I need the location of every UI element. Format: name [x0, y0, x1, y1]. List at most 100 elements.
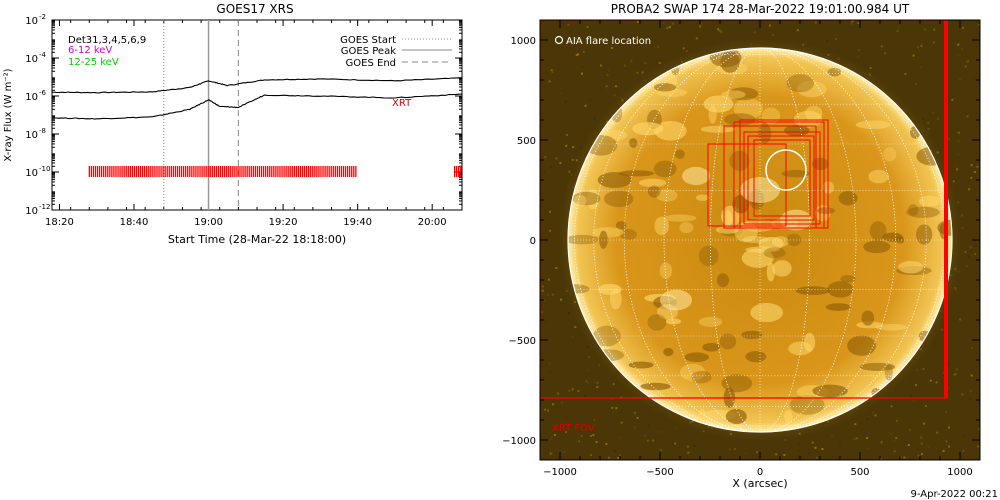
- noise-dot: [549, 166, 552, 169]
- noise-dot: [560, 401, 563, 404]
- noise-dot: [915, 384, 918, 387]
- legend-low-energy: 6-12 keV: [68, 45, 112, 56]
- texture-blob: [568, 284, 590, 294]
- xrt-marker: [111, 166, 113, 177]
- noise-dot: [578, 440, 581, 443]
- goes-series-1: [51, 93, 463, 120]
- aia-legend-icon: [554, 35, 564, 45]
- swap-x-axis-label: X (arcsec): [732, 477, 787, 490]
- xrt-marker: [170, 166, 172, 177]
- noise-dot: [957, 140, 960, 143]
- noise-dot: [556, 392, 559, 395]
- texture-blob: [728, 87, 759, 101]
- xrt-marker: [197, 166, 199, 177]
- noise-dot: [826, 39, 829, 42]
- noise-dot: [644, 434, 647, 437]
- noise-dot: [574, 119, 577, 122]
- xrt-marker: [203, 166, 205, 177]
- noise-dot: [977, 445, 980, 448]
- noise-dot: [545, 121, 548, 124]
- legend-goes-start: GOES Start: [340, 35, 396, 46]
- texture-blob: [898, 260, 924, 274]
- noise-dot: [633, 452, 636, 455]
- texture-blob: [587, 189, 599, 210]
- noise-dot: [839, 444, 842, 447]
- noise-dot: [825, 435, 828, 438]
- noise-dot: [957, 54, 960, 57]
- noise-dot: [912, 399, 915, 402]
- noise-dot: [686, 445, 689, 448]
- xrt-marker: [148, 166, 150, 177]
- noise-dot: [880, 441, 883, 444]
- goes-y-axis-label: X-ray Flux (W m⁻²): [3, 68, 14, 161]
- xrt-marker: [213, 166, 216, 177]
- legend-goes-end: GOES End: [346, 58, 396, 69]
- xrt-marker: [279, 166, 281, 177]
- noise-dot: [613, 449, 616, 452]
- xrt-marker: [258, 166, 261, 177]
- texture-blob: [875, 323, 908, 331]
- noise-dot: [961, 26, 964, 29]
- xrt-marker: [293, 166, 295, 177]
- goes-legend: Det31,3,4,5,6,9 6-12 keV 12-25 keV GOES …: [68, 35, 452, 69]
- noise-dot: [951, 98, 954, 101]
- texture-blob: [654, 120, 687, 141]
- noise-dot: [619, 436, 622, 439]
- texture-blob: [781, 170, 810, 178]
- xrt-marker: [133, 166, 136, 177]
- noise-dot: [969, 398, 972, 401]
- texture-blob: [698, 316, 723, 327]
- noise-dot: [637, 56, 640, 59]
- texture-blob: [827, 67, 842, 77]
- y-tick-label: −500: [509, 336, 536, 347]
- texture-blob: [795, 286, 831, 295]
- xrt-marker: [316, 166, 318, 177]
- noise-dot: [884, 52, 887, 55]
- noise-dot: [968, 188, 971, 191]
- noise-dot: [644, 61, 647, 64]
- xrt-boxes: [707, 119, 829, 229]
- xrt-marker: [219, 166, 222, 177]
- noise-dot: [857, 21, 860, 24]
- noise-dot: [592, 434, 595, 437]
- xrt-marker: [189, 166, 191, 177]
- texture-blob: [729, 150, 750, 171]
- noise-dot: [571, 335, 574, 338]
- xrt-marker: [303, 166, 306, 177]
- goes-xrs-panel: GOES17 XRS 18:20 18:40 19:00 19:20 19:40 20:0…: [3, 2, 463, 246]
- noise-dot: [619, 454, 622, 457]
- noise-dot: [922, 368, 925, 371]
- texture-blob: [789, 395, 825, 415]
- noise-dot: [908, 428, 911, 431]
- texture-blob: [758, 236, 784, 251]
- noise-dot: [617, 406, 620, 409]
- noise-dot: [701, 445, 704, 448]
- xrt-marker: [324, 166, 326, 177]
- active-region: [682, 166, 710, 186]
- noise-dot: [947, 386, 950, 389]
- texture-blob: [716, 273, 730, 288]
- noise-dot: [897, 25, 900, 28]
- y-tick-label: 10: [25, 54, 38, 65]
- noise-dot: [633, 411, 636, 414]
- xrt-marker: [262, 166, 265, 177]
- y-tick-exponent: -8: [39, 127, 46, 135]
- noise-dot: [605, 443, 608, 446]
- noise-dot: [552, 293, 555, 296]
- active-region: [660, 289, 692, 311]
- goes-plot-frame: [51, 19, 463, 211]
- noise-dot: [932, 111, 935, 114]
- noise-dot: [623, 41, 626, 44]
- xrt-marker: [305, 166, 308, 177]
- noise-dot: [647, 424, 650, 427]
- xrt-marker: [199, 166, 201, 177]
- noise-dot: [851, 20, 854, 23]
- noise-dot: [586, 26, 589, 29]
- xrt-marker: [172, 166, 175, 177]
- xrt-marker: [217, 166, 220, 177]
- xrt-marker: [109, 166, 111, 177]
- texture-blob: [784, 410, 793, 423]
- texture-blob: [647, 314, 667, 331]
- texture-blob: [855, 120, 891, 130]
